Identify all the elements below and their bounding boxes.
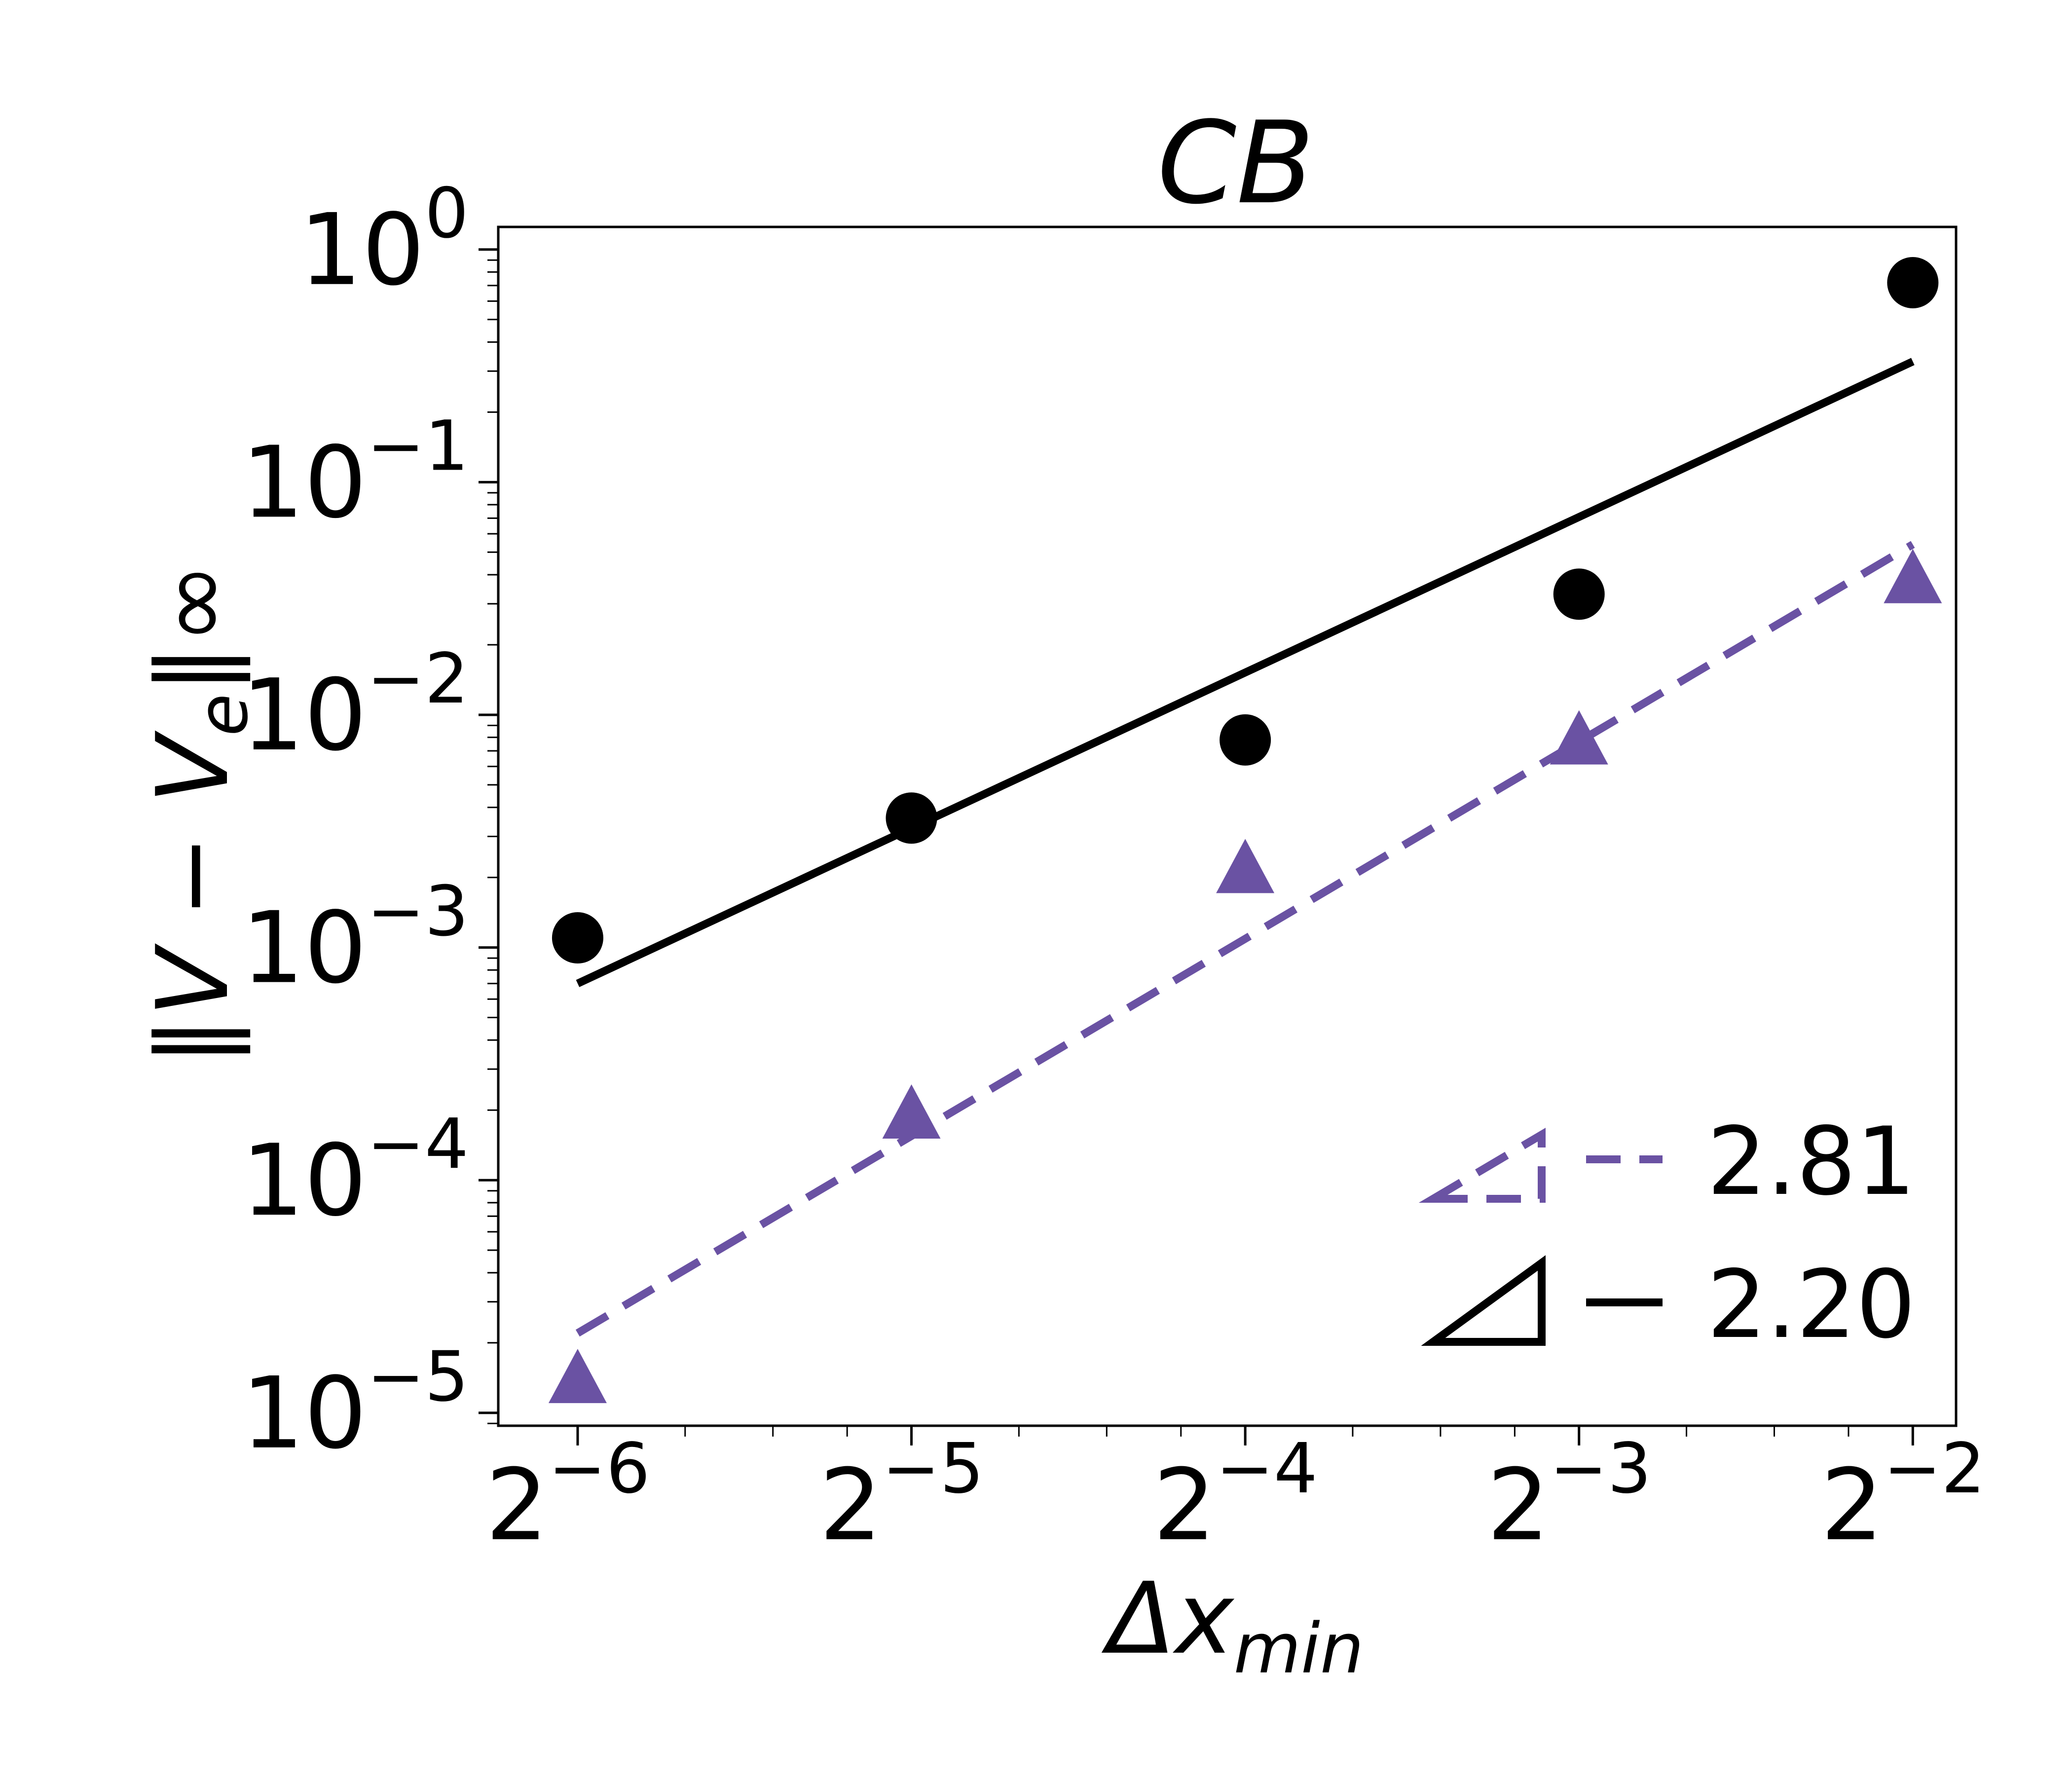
x-tick-label: 2−5 [819,1429,984,1563]
data-point-triangle [1884,549,1942,603]
fit-line-series-2 [575,541,1915,1337]
legend-label: 2.20 [1707,1250,1916,1359]
legend: 2.81 2.20 [1418,1107,1916,1359]
legend-slope-triangle [1418,1127,1546,1203]
data-point-triangle [548,1349,607,1404]
fit-line-series-1 [576,358,1915,987]
data-point-circle [1887,257,1939,308]
y-tick-label: 10−2 [241,639,469,773]
chart-title: CB [1157,98,1314,229]
y-tick-label: 10−4 [241,1104,469,1238]
svg-text:‖V − Ve‖∞: ‖V − Ve‖∞ [136,562,263,1066]
data-point-triangle [882,1084,941,1139]
x-tick-label: 2−3 [1487,1429,1652,1563]
x-axis-label: Δxmin [1101,1561,1364,1689]
legend-label: 2.81 [1707,1107,1916,1216]
y-tick-label: 10−1 [241,406,469,540]
data-point-triangle [1550,710,1608,765]
y-tick-label: 10−3 [241,872,469,1006]
x-tick-label: 2−4 [1153,1429,1318,1563]
x-tick-label: 2−2 [1820,1429,1985,1563]
legend-slope-triangle [1421,1255,1546,1346]
y-tick-label: 10−5 [241,1337,469,1471]
plot-frame [497,225,1958,1427]
data-point-circle [886,792,937,844]
data-point-circle [1220,714,1271,766]
data-point-circle [1553,568,1605,620]
data-point-circle [552,912,603,964]
y-axis-label: ‖V − Ve‖∞ [136,562,263,1066]
x-tick-label: 2−6 [485,1429,650,1563]
y-tick-label: 100 [299,174,469,308]
data-point-triangle [1216,839,1275,893]
plot-area: 100 10−1 10−2 10−3 10−4 10−52−6 2−5 2−4 2−3 2−2 [241,174,1985,1563]
